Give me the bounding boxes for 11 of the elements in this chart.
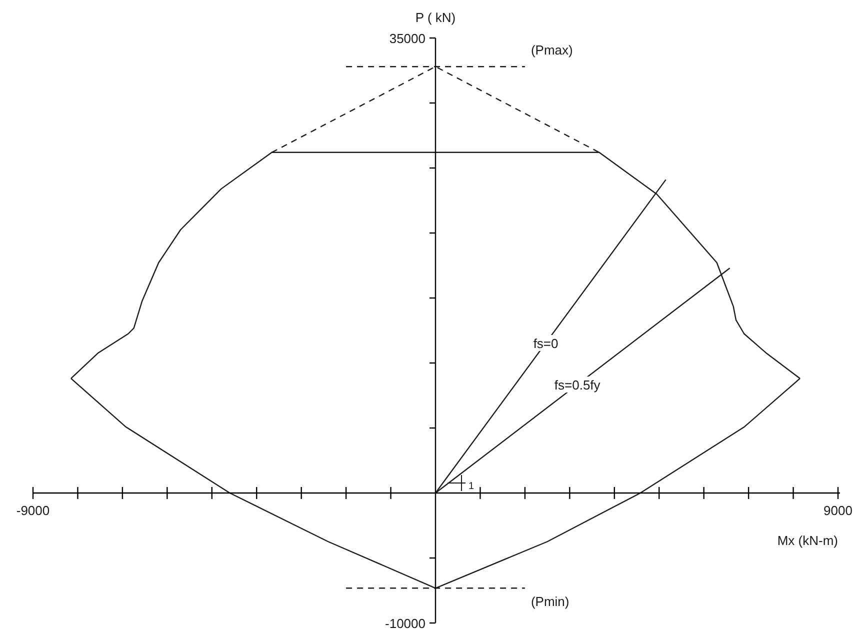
y-tick-label: -10000 — [385, 616, 426, 630]
x-tick-label: 9000 — [824, 503, 852, 518]
annotation: fs=0 — [533, 336, 558, 351]
annotation: 1 — [468, 481, 474, 492]
x-axis-title: Mx (kN-m) — [777, 533, 838, 548]
x-tick-label: -9000 — [16, 503, 50, 518]
annotation: fs=0.5fy — [554, 378, 601, 393]
y-axis-title: P ( kN) — [415, 10, 456, 25]
y-tick-label: 35000 — [389, 31, 426, 46]
annotation: (Pmax) — [530, 42, 573, 58]
annotation: (Pmin) — [530, 594, 570, 610]
